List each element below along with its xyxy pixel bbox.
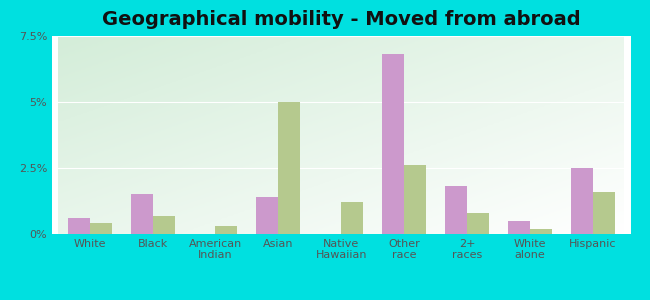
Bar <box>508 221 530 234</box>
Bar <box>216 226 237 234</box>
Bar <box>571 168 593 234</box>
Bar <box>467 213 489 234</box>
Title: Geographical mobility - Moved from abroad: Geographical mobility - Moved from abroa… <box>102 10 580 29</box>
Bar <box>593 192 615 234</box>
Bar <box>90 224 112 234</box>
Bar <box>278 102 300 234</box>
Bar <box>341 202 363 234</box>
Bar <box>68 218 90 234</box>
Bar <box>530 229 552 234</box>
Bar <box>404 165 426 234</box>
Bar <box>382 55 404 234</box>
Bar <box>131 194 153 234</box>
Bar <box>256 197 278 234</box>
Bar <box>153 215 175 234</box>
Bar <box>445 187 467 234</box>
